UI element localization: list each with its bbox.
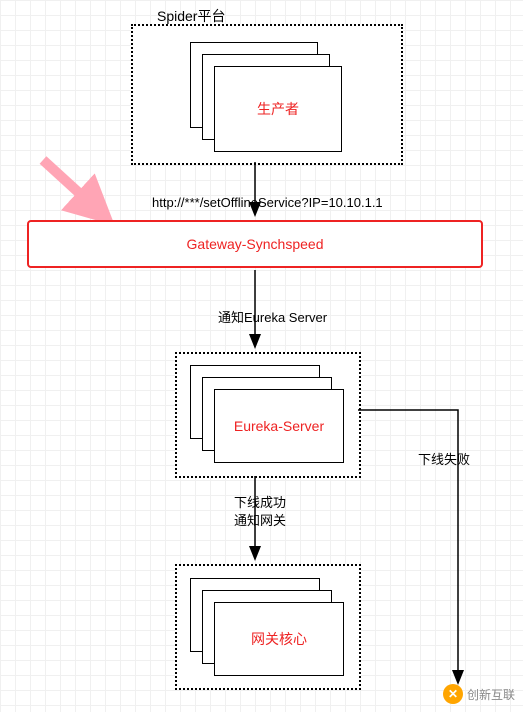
edge-label-failure: 下线失败 [418, 449, 470, 468]
edge-label-url: http://***/setOfflineService?IP=10.10.1.… [152, 195, 383, 210]
gateway-synchspeed-box: Gateway-Synchspeed [27, 220, 483, 268]
producer-stack: 生产者 [190, 42, 340, 150]
gateway-core-stack: 网关核心 [190, 578, 342, 674]
watermark-logo: ✕ 创新互联 [443, 684, 515, 704]
edge-label-success: 下线成功 通知网关 [234, 494, 286, 529]
eureka-stack: Eureka-Server [190, 365, 342, 461]
gateway-core-label: 网关核心 [251, 629, 307, 649]
spider-platform-title: Spider平台 [157, 6, 225, 26]
eureka-label: Eureka-Server [234, 418, 324, 434]
gateway-synchspeed-label: Gateway-Synchspeed [187, 236, 324, 252]
edge-label-notify-eureka: 通知Eureka Server [218, 307, 327, 326]
producer-label: 生产者 [257, 99, 299, 119]
logo-icon: ✕ [443, 684, 463, 704]
logo-text: 创新互联 [467, 686, 515, 703]
